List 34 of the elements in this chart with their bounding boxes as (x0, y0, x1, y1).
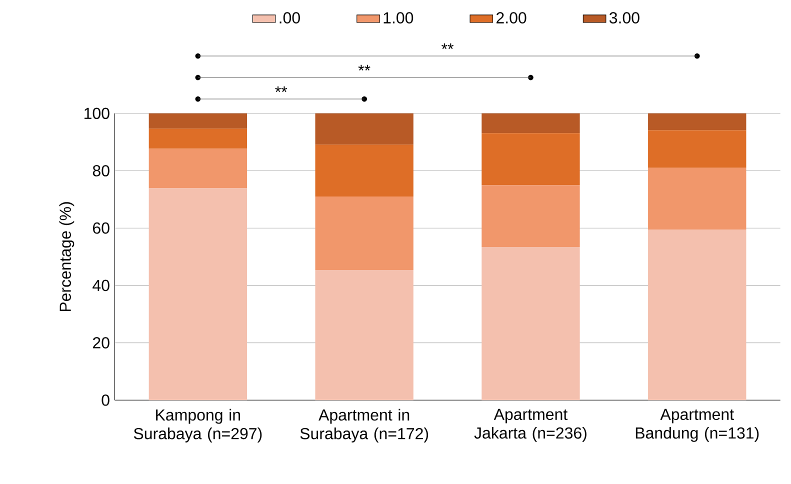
legend-label: .00 (280, 12, 300, 24)
text: ** (442, 43, 454, 49)
bar (148, 113, 248, 128)
bar (648, 113, 746, 130)
x-tick-label: Apartment Jakarta (n=236) (474, 408, 586, 442)
bar (648, 130, 746, 168)
legend-label: 2.00 (496, 12, 526, 24)
y-tick-label: 0 (102, 394, 110, 406)
bar (648, 168, 746, 230)
legend-label: 3.00 (609, 12, 640, 24)
bar (148, 148, 248, 188)
legend-label: 1.00 (384, 12, 414, 24)
bar (315, 196, 414, 270)
y-tick-label: 20 (93, 337, 110, 348)
bar (315, 113, 414, 145)
bar (482, 133, 580, 185)
text: ** (358, 64, 370, 70)
bar (148, 188, 248, 400)
y-tick-label: 60 (93, 222, 110, 234)
bar (148, 128, 248, 149)
y-axis-title: Percentage (%) (59, 202, 74, 311)
y-tick-label: 40 (92, 280, 110, 292)
bar (315, 144, 414, 196)
y-tick-label: 100 (84, 108, 110, 119)
bar (648, 229, 746, 400)
bar (482, 113, 580, 134)
bar (482, 246, 580, 400)
x-tick-label: Apartment in Surabaya (n=172) (300, 408, 428, 442)
bar (315, 270, 414, 400)
x-tick-label: Apartment Bandung (n=131) (636, 408, 759, 442)
y-tick-label: 80 (92, 164, 110, 176)
text: ** (275, 86, 288, 92)
bar (482, 184, 580, 247)
x-tick-label: Kampong in Surabaya (n=297) (134, 408, 262, 442)
